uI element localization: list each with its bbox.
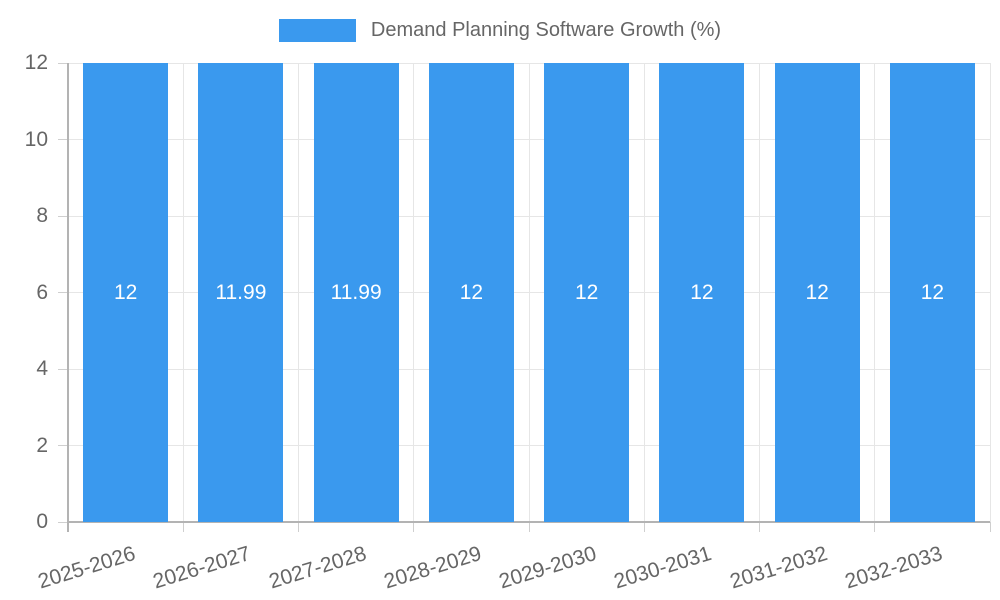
y-axis-tick [58, 368, 68, 370]
y-axis-tick-label: 8 [36, 204, 48, 227]
x-axis-category-label: 2029-2030 [496, 542, 600, 594]
y-axis-tick [58, 521, 68, 523]
gridline-vertical [298, 63, 299, 522]
y-axis-tick-label: 6 [36, 280, 48, 304]
x-axis-line [68, 521, 990, 523]
bar-2030-2031[interactable] [659, 63, 745, 522]
bar-value-label: 12 [690, 281, 714, 304]
x-axis-category-label: 2026-2027 [150, 542, 254, 594]
x-axis-tick [298, 522, 299, 532]
x-axis-tick [759, 522, 760, 532]
x-axis-category-label: 2025-2026 [35, 542, 139, 594]
x-axis-tick [989, 522, 991, 532]
legend-item[interactable]: Demand Planning Software Growth (%) [0, 18, 1000, 42]
bar-2029-2030[interactable] [544, 63, 630, 522]
x-axis-category-label: 2030-2031 [611, 542, 715, 594]
y-axis-tick-label: 2 [36, 433, 48, 457]
x-axis-tick [643, 522, 645, 532]
x-axis-category-label: 2028-2029 [381, 542, 485, 594]
legend-swatch [278, 18, 356, 42]
legend-label: Demand Planning Software Growth (%) [370, 19, 722, 41]
y-axis-tick [58, 139, 68, 140]
x-axis-tick [528, 522, 530, 532]
y-axis-line [67, 63, 69, 532]
gridline-vertical [874, 63, 876, 522]
x-axis-tick [413, 522, 415, 532]
bar-value-label: 12 [805, 281, 829, 304]
bar-value-label: 11.99 [215, 281, 267, 304]
gridline-vertical [413, 63, 415, 522]
y-axis-tick [58, 215, 68, 217]
gridline-vertical [989, 63, 991, 522]
gridline-vertical [528, 63, 530, 522]
bar-value-label: 11.99 [330, 281, 382, 304]
x-axis-tick [874, 522, 876, 532]
bar-value-label: 12 [113, 281, 138, 304]
y-axis-tick-label: 0 [36, 510, 48, 533]
x-axis-category-label: 2027-2028 [266, 542, 369, 594]
bar-value-label: 12 [459, 281, 484, 304]
y-axis-tick-label: 10 [24, 127, 48, 151]
y-axis-tick-label: 12 [24, 51, 48, 74]
gridline-vertical [182, 63, 184, 522]
bar-value-label: 12 [574, 281, 599, 304]
y-axis-tick-label: 4 [36, 357, 48, 380]
x-axis-tick [182, 522, 184, 532]
bar-2027-2028[interactable] [313, 63, 399, 522]
y-axis-tick [58, 62, 68, 64]
bar-2025-2026[interactable] [83, 63, 169, 522]
gridline-vertical [759, 63, 760, 522]
gridline-vertical [643, 63, 645, 522]
y-axis-tick [58, 292, 68, 293]
y-axis-tick [58, 445, 68, 446]
bar-value-label: 12 [920, 281, 945, 304]
bar-2031-2032[interactable] [774, 63, 860, 522]
bar-2032-2033[interactable] [889, 63, 975, 522]
bar-2028-2029[interactable] [428, 63, 514, 522]
bar-2026-2027[interactable] [198, 63, 284, 522]
x-axis-category-label: 2032-2033 [842, 542, 946, 594]
x-axis-category-label: 2031-2032 [727, 542, 830, 594]
